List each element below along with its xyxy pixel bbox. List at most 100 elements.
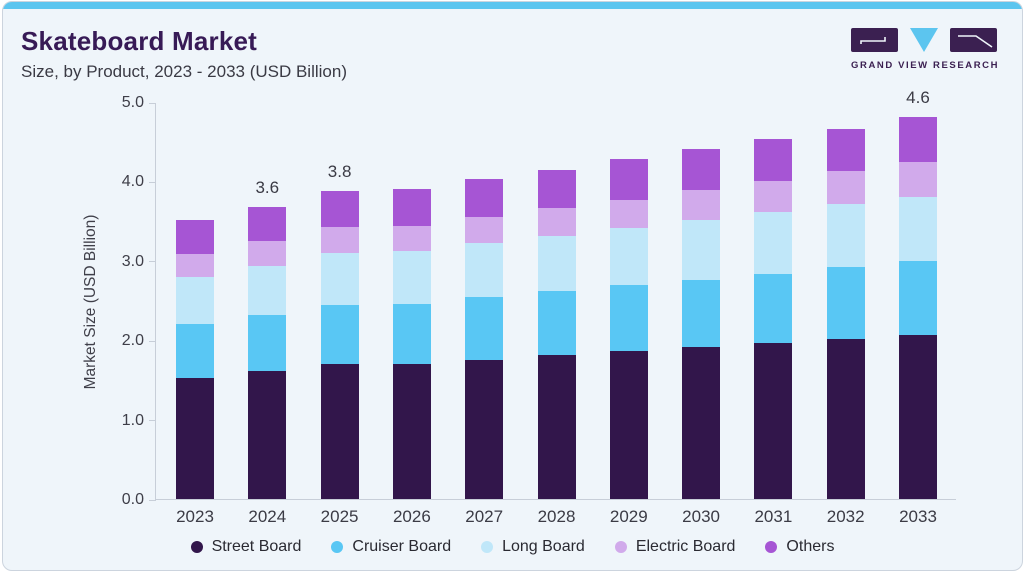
bar-2026: 2026 — [392, 102, 431, 526]
bar-segment-street-board-2030 — [682, 347, 721, 499]
bar-2025: 3.8 2025 — [320, 102, 359, 526]
bar-segment-street-board-2025 — [320, 364, 359, 499]
y-tick-mark — [149, 102, 156, 104]
logo-v-triangle-icon — [910, 28, 938, 52]
bar-segment-long-board-2029 — [609, 228, 648, 286]
legend-marker-icon — [190, 541, 203, 553]
bar-segment-electric-board-2025 — [320, 227, 359, 253]
y-tick-label-4.0: 4.0 — [121, 173, 144, 191]
y-tick-label-5.0: 5.0 — [121, 94, 144, 111]
legend-label: Others — [786, 538, 835, 555]
bar-segment-electric-board-2032 — [826, 171, 865, 204]
bar-segment-cruiser-board-2028 — [537, 290, 576, 356]
legend-label: Street Board — [211, 538, 302, 555]
bar-segment-long-board-2023 — [176, 276, 214, 325]
bar-segment-street-board-2024 — [248, 371, 287, 499]
bar-value-label-2025: 3.8 — [327, 161, 352, 181]
x-tick-label-2032: 2032 — [826, 507, 865, 526]
bar-segment-long-board-2032 — [826, 203, 865, 268]
legend-label: Long Board — [502, 538, 585, 555]
y-tick-label-3.0: 3.0 — [121, 252, 144, 270]
bar-segment-long-board-2025 — [320, 252, 359, 306]
logo-g-block-icon — [851, 28, 898, 52]
bar-segment-others-2023 — [176, 219, 214, 255]
bar-segment-electric-board-2030 — [682, 190, 721, 221]
plot-area: 0.0 1.0 2.0 3.0 4.0 5.0 2023 3.6 2024 3.8 2025 2026… — [122, 88, 956, 526]
x-tick-label-2028: 2028 — [537, 507, 576, 526]
legend-marker-icon — [481, 541, 494, 553]
bar-segment-others-2031 — [754, 139, 793, 181]
page-subtitle: Size, by Product, 2023 - 2033 (USD Billi… — [21, 62, 347, 81]
y-tick-label-1.0: 1.0 — [121, 411, 144, 429]
legend-label: Electric Board — [635, 538, 736, 555]
bar-segment-cruiser-board-2033 — [899, 260, 937, 335]
bar-segment-long-board-2028 — [537, 236, 576, 291]
bar-segment-others-2029 — [609, 159, 648, 200]
bar-segment-street-board-2023 — [176, 378, 214, 499]
bar-2030: 2030 — [682, 102, 721, 526]
legend-item-street-board: Street Board — [190, 538, 302, 556]
x-tick-label-2023: 2023 — [176, 507, 214, 526]
logo-r-block-icon — [950, 28, 997, 52]
x-tick-label-2031: 2031 — [754, 507, 793, 526]
bar-segment-electric-board-2024 — [248, 240, 287, 266]
bar-segment-electric-board-2033 — [899, 162, 937, 197]
legend-marker-icon — [765, 541, 778, 553]
bar-segment-others-2032 — [826, 129, 865, 172]
bar-segment-cruiser-board-2031 — [754, 273, 793, 344]
bar-segment-street-board-2026 — [392, 364, 431, 499]
legend-item-long-board: Long Board — [481, 538, 585, 556]
bar-segment-others-2025 — [320, 190, 359, 228]
legend: Street Board Cruiser Board Long Board Elect… — [3, 538, 1022, 556]
logo-brand-text: GRAND VIEW RESEARCH — [851, 60, 1000, 71]
y-tick-mark — [149, 261, 156, 263]
legend-item-others: Others — [765, 538, 834, 556]
bar-segment-street-board-2029 — [609, 351, 648, 499]
bar-2024: 3.6 2024 — [248, 102, 287, 526]
bar-segment-electric-board-2031 — [754, 180, 793, 212]
chart-header: Skateboard Market Size, by Product, 2023… — [21, 26, 347, 82]
x-tick-label-2029: 2029 — [609, 507, 648, 526]
bar-segment-electric-board-2029 — [609, 199, 648, 229]
legend-marker-icon — [331, 541, 344, 553]
gvr-logo-mark — [851, 28, 997, 54]
bar-2023: 2023 — [176, 102, 214, 526]
bar-segment-cruiser-board-2024 — [248, 314, 287, 372]
top-accent-bar — [3, 2, 1022, 9]
bar-segment-long-board-2031 — [754, 211, 793, 274]
bar-segment-electric-board-2027 — [465, 217, 504, 244]
y-tick-mark — [149, 420, 156, 422]
y-tick-mark — [149, 499, 156, 501]
bar-2027: 2027 — [465, 102, 504, 526]
bar-segment-others-2030 — [682, 148, 721, 191]
bar-segment-street-board-2032 — [826, 339, 865, 499]
bar-segment-long-board-2030 — [682, 220, 721, 280]
bar-segment-street-board-2028 — [537, 355, 576, 499]
y-tick-mark — [149, 340, 156, 342]
bar-value-label-2024: 3.6 — [255, 177, 280, 197]
bar-2029: 2029 — [609, 102, 648, 526]
y-axis-title: Market Size (USD Billion) — [82, 214, 99, 390]
bar-segment-long-board-2033 — [899, 196, 937, 261]
bar-segment-others-2028 — [537, 169, 576, 209]
bar-segment-others-2026 — [392, 189, 431, 226]
legend-item-electric-board: Electric Board — [614, 538, 736, 556]
bar-segment-others-2033 — [899, 117, 937, 163]
bar-segment-cruiser-board-2026 — [392, 303, 431, 365]
x-tick-label-2026: 2026 — [392, 507, 431, 526]
bar-value-label-2033: 4.6 — [906, 88, 930, 108]
bar-2031: 2031 — [754, 102, 793, 526]
bar-2028: 2028 — [537, 102, 576, 526]
y-tick-mark — [149, 181, 156, 183]
bar-segment-street-board-2031 — [754, 343, 793, 499]
x-tick-label-2027: 2027 — [465, 507, 504, 526]
page-title: Skateboard Market — [21, 26, 258, 56]
bar-segment-cruiser-board-2032 — [826, 267, 865, 340]
bar-segment-long-board-2027 — [465, 243, 504, 298]
legend-marker-icon — [614, 541, 627, 553]
legend-label: Cruiser Board — [352, 538, 452, 555]
bar-segment-electric-board-2026 — [392, 225, 431, 252]
y-tick-label-0.0: 0.0 — [121, 491, 144, 508]
x-tick-label-2030: 2030 — [682, 507, 720, 526]
